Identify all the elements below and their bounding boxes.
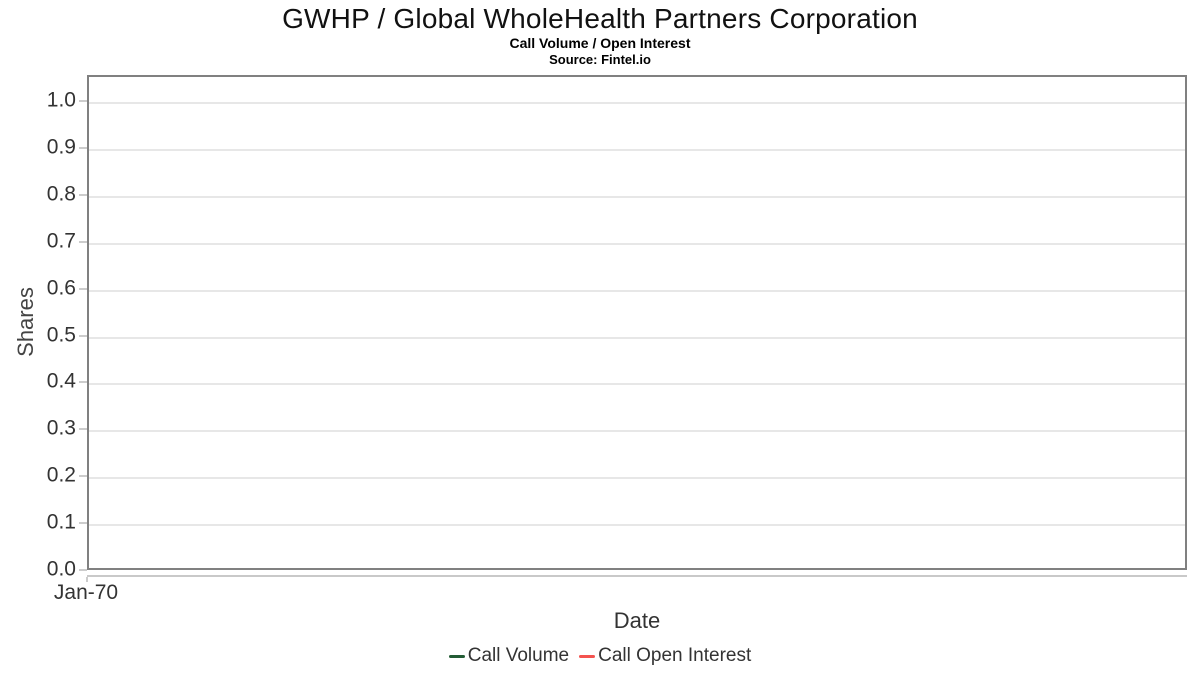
y-tick-mark [79,522,87,525]
legend: Call Volume Call Open Interest [0,645,1200,667]
gridline [89,430,1185,433]
gridline [89,102,1185,104]
y-tick-mark [79,287,87,290]
y-axis-title: Shares [13,287,38,357]
y-tick-label: 0.3 [46,416,76,440]
y-tick-label: 0.9 [46,135,76,159]
y-tick-label: 0.5 [46,323,76,347]
y-tick-mark [79,475,87,478]
y-tick-label: 0.7 [46,229,76,253]
legend-label: Call Volume [467,645,570,666]
y-tick-label: 0.4 [46,369,76,393]
gridline [89,195,1185,198]
y-tick-mark [79,240,87,243]
y-tick-mark [79,100,87,102]
plot-area [87,75,1187,570]
chart-subtitle: Call Volume / Open Interest [509,35,691,51]
gridline [89,477,1185,480]
gridline [89,289,1185,292]
chart-title: GWHP / Global WholeHealth Partners Corpo… [282,3,918,34]
chart-source: Source: Fintel.io [549,52,651,67]
gridline [89,336,1185,339]
legend-line-swatch-icon [579,654,596,658]
gridline [89,148,1185,151]
x-tick-mark [86,577,88,582]
y-tick-label: 0.2 [46,463,76,487]
legend-item-call-open-interest[interactable]: Call Open Interest [579,645,751,667]
y-tick-mark [79,146,87,149]
legend-label: Call Open Interest [598,645,752,666]
legend-item-call-volume[interactable]: Call Volume [448,645,570,667]
legend-line-swatch-icon [448,654,465,658]
y-tick-mark [79,334,87,337]
gridline [89,383,1185,386]
y-tick-mark [79,569,87,571]
x-axis-title: Date [613,608,661,633]
x-tick-label: Jan-70 [53,581,119,604]
y-tick-label: 0.6 [46,276,76,300]
y-tick-label: 1.0 [46,88,76,112]
y-tick-mark [79,381,87,384]
gridline [89,524,1185,527]
x-axis-line [87,575,1187,577]
y-tick-mark [79,428,87,431]
y-tick-label: 0.0 [46,557,76,581]
y-tick-mark [79,193,87,196]
y-tick-label: 0.8 [46,182,76,206]
gridline [89,242,1185,245]
y-tick-label: 0.1 [46,510,76,534]
